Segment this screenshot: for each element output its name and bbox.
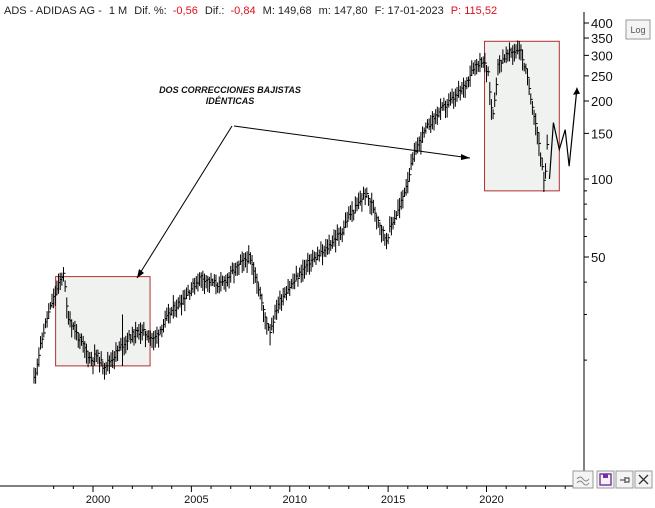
annotation-line-1: DOS CORRECCIONES BAJISTAS <box>159 85 301 95</box>
projection-line <box>548 87 578 180</box>
annotation-arrow-left <box>136 125 233 279</box>
y-tick-label: 100 <box>591 172 613 187</box>
log-button-label: Log <box>630 25 645 35</box>
pattern-tool-button[interactable] <box>572 470 594 489</box>
x-tick-label: 2005 <box>184 494 208 506</box>
ohlc-bars <box>33 40 550 384</box>
log-scale-button[interactable]: Log <box>625 19 651 40</box>
x-tick-label: 2000 <box>86 494 110 506</box>
projection-arrowhead <box>573 87 581 95</box>
dif-pct-label: Dif. %: <box>134 5 166 17</box>
x-tick-label: 2020 <box>479 494 503 506</box>
close-icon <box>638 474 649 485</box>
highlight-boxes <box>55 40 560 367</box>
y-tick-label: 150 <box>591 126 613 141</box>
max-label: M: 149,68 <box>263 5 312 17</box>
pin-button[interactable] <box>615 470 634 489</box>
annotation-arrowhead-right <box>461 154 470 160</box>
wave-icon <box>576 476 590 486</box>
y-tick-label: 250 <box>591 69 613 84</box>
dif-pct-value: -0,56 <box>173 5 198 17</box>
y-tick-label: 50 <box>591 250 605 265</box>
dif-label: Dif.: <box>205 5 225 17</box>
ticker-label: ADS - ADIDAS AG - <box>4 5 102 17</box>
price-label: P: 115,52 <box>451 5 497 17</box>
annotation-arrowhead-left <box>137 269 144 278</box>
y-tick-label: 400 <box>591 16 613 31</box>
min-label: m: 147,80 <box>319 5 368 17</box>
projection-line-group <box>548 87 581 180</box>
chart-header: ADS - ADIDAS AG - 1 M Dif. %: -0,56 Dif.… <box>4 5 497 17</box>
highlight-box-2 <box>484 40 560 192</box>
close-button[interactable] <box>634 470 653 489</box>
y-tick-label: 200 <box>591 94 613 109</box>
x-axis-ticks: 2000 2005 2010 2015 2020 <box>53 486 566 506</box>
y-tick-label: 350 <box>591 31 613 46</box>
dif-value: -0,84 <box>231 5 256 17</box>
x-tick-label: 2010 <box>283 494 307 506</box>
y-tick-label: 300 <box>591 48 613 63</box>
period-label: 1 M <box>109 5 127 17</box>
date-label: F: 17-01-2023 <box>375 5 444 17</box>
annotation-arrow-right <box>233 125 471 159</box>
x-tick-label: 2015 <box>381 494 405 506</box>
save-button[interactable] <box>596 470 615 489</box>
pin-icon <box>620 477 630 483</box>
annotation-line-2: IDÉNTICAS <box>206 96 255 106</box>
